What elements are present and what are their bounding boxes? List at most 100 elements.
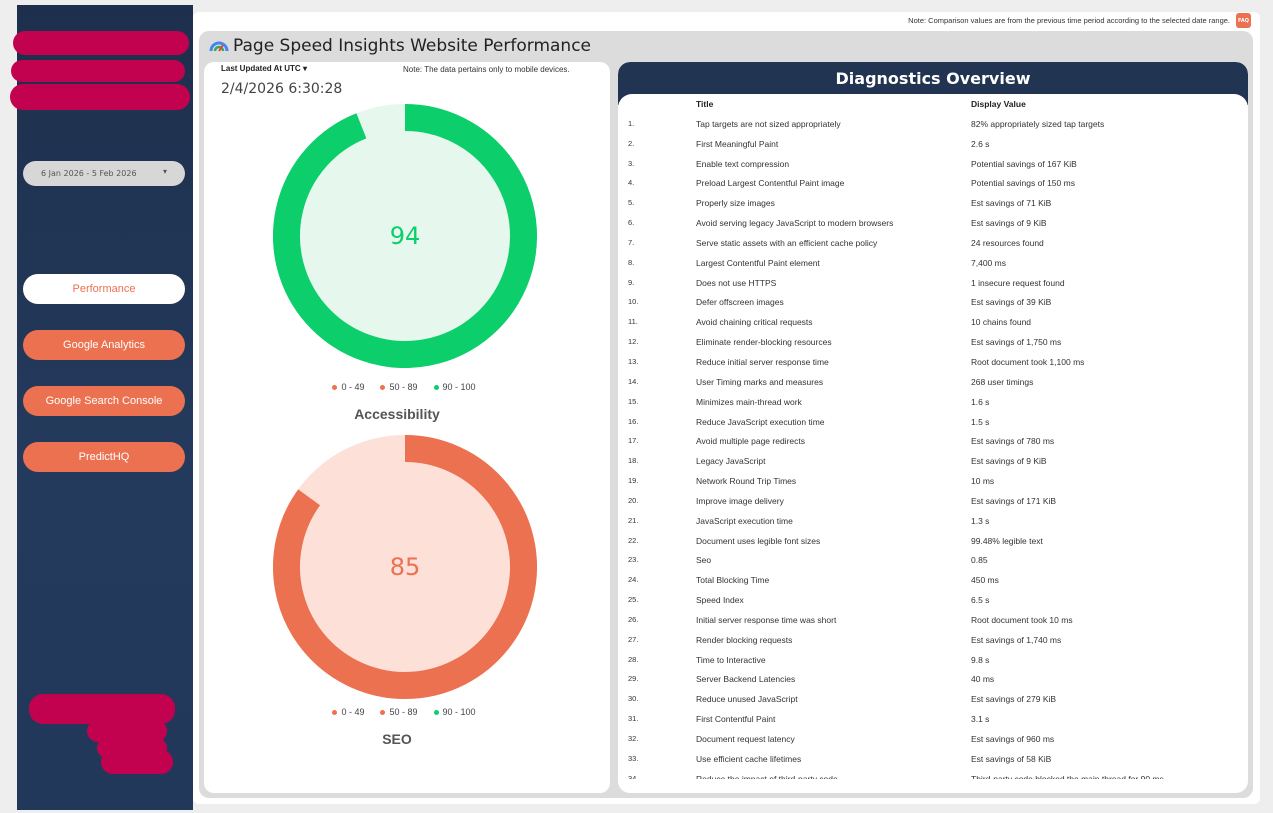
nav-google-analytics-button[interactable]: Google Analytics <box>23 330 185 360</box>
row-title: Does not use HTTPS <box>696 277 777 288</box>
column-header-value[interactable]: Display Value <box>971 99 1026 109</box>
legend-dot <box>433 709 439 715</box>
row-title: Minimizes main-thread work <box>696 396 802 407</box>
row-title: Initial server response time was short <box>696 614 837 625</box>
row-title: Enable text compression <box>696 158 790 169</box>
row-number: 33. <box>628 753 639 763</box>
row-value: Est savings of 171 KiB <box>971 495 1057 506</box>
table-row: 11. Avoid chaining critical requests 10 ch… <box>618 312 1248 332</box>
row-title: Avoid serving legacy JavaScript to moder… <box>696 218 894 229</box>
gauge-inner-fill <box>287 118 523 354</box>
table-row: 30. Reduce unused JavaScript Est savings o… <box>618 689 1248 709</box>
row-value: 1.6 s <box>971 396 990 407</box>
row-value: Est savings of 71 KiB <box>971 198 1052 209</box>
row-value: 450 ms <box>971 575 999 586</box>
row-value: Est savings of 279 KiB <box>971 694 1057 705</box>
row-number: 9. <box>628 277 635 287</box>
legend-dot <box>433 384 439 390</box>
row-number: 11. <box>628 317 638 327</box>
table-row: 4. Preload Largest Contentful Paint image… <box>618 173 1248 193</box>
row-title: Total Blocking Time <box>696 575 770 586</box>
row-title: Reduce the impact of third-party code <box>696 773 838 779</box>
row-title: Tap targets are not sized appropriately <box>696 118 841 129</box>
gauge-arc <box>273 104 537 368</box>
row-title: Eliminate render-blocking resources <box>696 337 832 348</box>
row-title: Legacy JavaScript <box>696 456 766 467</box>
row-title: Avoid multiple page redirects <box>696 436 805 447</box>
row-value: 40 ms <box>971 674 995 685</box>
row-value: 9.8 s <box>971 654 990 665</box>
date-range-label: 6 Jan 2026 - 5 Feb 2026 <box>41 169 137 178</box>
column-header-title[interactable]: Title <box>696 99 714 109</box>
row-title: Improve image delivery <box>696 495 784 506</box>
pagespeed-logo-icon <box>209 41 229 52</box>
table-row: 17. Avoid multiple page redirects Est savi… <box>618 431 1248 451</box>
redacted-footer <box>29 694 175 724</box>
row-value: Potential savings of 167 KiB <box>971 158 1077 169</box>
row-title: Document request latency <box>696 734 795 744</box>
legend-item: 90 - 100 <box>433 707 476 717</box>
row-value: Est savings of 780 ms <box>971 436 1055 447</box>
row-title: Reduce JavaScript execution time <box>696 416 825 427</box>
nav-label: PredictHQ <box>78 451 130 463</box>
date-range-picker[interactable]: 6 Jan 2026 - 5 Feb 2026 ▾ <box>23 161 185 186</box>
table-row: 20. Improve image delivery Est savings of … <box>618 491 1248 511</box>
row-number: 27. <box>628 634 639 644</box>
row-value: 99.48% legible text <box>971 535 1043 546</box>
redacted-logo <box>13 31 189 55</box>
row-title: Reduce unused JavaScript <box>696 694 798 705</box>
legend-dot <box>332 384 338 390</box>
row-number: 2. <box>628 138 635 148</box>
nav-label: Google Search Console <box>45 395 163 407</box>
table-row: 2. First Meaningful Paint 2.6 s <box>618 134 1248 154</box>
legend-item: 0 - 49 <box>332 707 364 717</box>
row-number: 15. <box>628 396 639 406</box>
row-title: Preload Largest Contentful Paint image <box>696 178 845 189</box>
row-value: Est savings of 58 KiB <box>971 753 1052 764</box>
table-row: 33. Use efficient cache lifetimes Est savi… <box>618 749 1248 769</box>
nav-performance-button[interactable]: Performance <box>23 274 185 304</box>
table-row: 9. Does not use HTTPS 1 insecure request f… <box>618 273 1248 293</box>
row-value: 6.5 s <box>971 595 990 606</box>
row-number: 32. <box>628 734 639 743</box>
row-value: 24 resources found <box>971 237 1044 248</box>
row-number: 10. <box>628 297 639 307</box>
comparison-note: Note: Comparison values are from the pre… <box>908 16 1230 25</box>
row-number: 18. <box>628 456 639 466</box>
table-row: 12. Eliminate render-blocking resources Es… <box>618 332 1248 352</box>
chevron-down-icon: ▾ <box>162 167 167 176</box>
diagnostics-card: Diagnostics Overview Title Display Value… <box>618 62 1248 793</box>
last-updated-dropdown[interactable]: Last Updated At UTC ▾ <box>221 64 307 73</box>
table-row: 6. Avoid serving legacy JavaScript to mod… <box>618 213 1248 233</box>
row-number: 3. <box>628 158 635 168</box>
last-updated-value: 2/4/2026 6:30:28 <box>221 81 343 97</box>
diagnostics-table-container[interactable]: Title Display Value 1. Tap targets are no… <box>618 94 1248 779</box>
table-row: 1. Tap targets are not sized appropriatel… <box>618 114 1248 134</box>
row-title: Defer offscreen images <box>696 297 784 308</box>
table-row: 16. Reduce JavaScript execution time 1.5 s <box>618 412 1248 432</box>
row-number: 25. <box>628 595 639 605</box>
legend-dot <box>380 709 386 715</box>
row-value: Est savings of 39 KiB <box>971 297 1052 308</box>
row-title: Largest Contentful Paint element <box>696 257 820 268</box>
row-value: 10 chains found <box>971 317 1032 328</box>
nav-predicthq-button[interactable]: PredictHQ <box>23 442 185 472</box>
row-title: First Contentful Paint <box>696 714 776 725</box>
row-value: 1 insecure request found <box>971 277 1065 288</box>
row-number: 29. <box>628 674 639 684</box>
legend-label: 50 - 89 <box>389 382 418 392</box>
gauge-arc <box>273 435 537 699</box>
table-row: 21. JavaScript execution time 1.3 s <box>618 511 1248 531</box>
accessibility-gauge-chart <box>273 104 537 368</box>
gauge-inner-fill <box>287 449 523 685</box>
row-value: Est savings of 1,750 ms <box>971 337 1062 348</box>
row-value: 2.6 s <box>971 138 990 149</box>
row-value: Est savings of 960 ms <box>971 734 1055 744</box>
table-row: 32. Document request latency Est savings o… <box>618 729 1248 749</box>
nav-google-search-console-button[interactable]: Google Search Console <box>23 386 185 416</box>
row-title: First Meaningful Paint <box>696 138 779 149</box>
row-value: Potential savings of 150 ms <box>971 178 1075 189</box>
table-row: 18. Legacy JavaScript Est savings of 9 KiB <box>618 451 1248 471</box>
main-panel: Note: Comparison values are from the pre… <box>193 12 1260 804</box>
faq-icon[interactable]: FAQ <box>1236 13 1251 28</box>
